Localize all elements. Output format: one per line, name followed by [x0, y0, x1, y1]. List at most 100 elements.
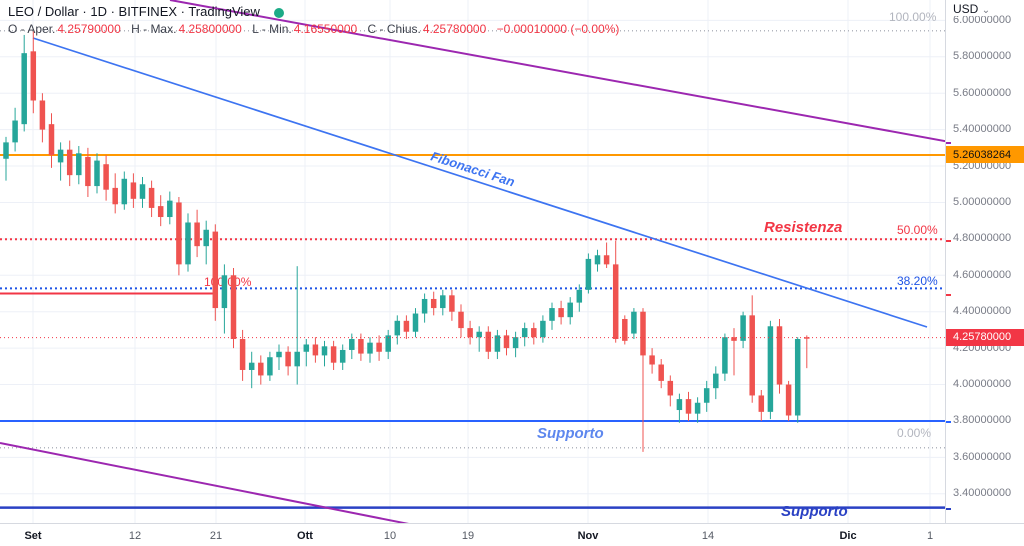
candle-body	[239, 339, 246, 370]
candle-body	[549, 308, 555, 321]
candle-body	[567, 302, 573, 318]
price-tick-label: 3.60000000	[953, 450, 1012, 463]
axis-edge-mark	[946, 508, 951, 510]
candle-body	[258, 362, 264, 376]
candle-body	[57, 149, 64, 163]
candlestick-chart[interactable]	[0, 0, 945, 523]
candle-body	[39, 100, 46, 130]
price-tick-label: 5.00000000	[953, 195, 1012, 208]
candle-body	[403, 320, 410, 332]
close-value: 4.25780000	[422, 22, 487, 36]
candle-body	[794, 339, 801, 416]
chart-canvas[interactable]: Resistenza Supporto Supporto Fibonacci Fan 5…	[0, 0, 945, 523]
candle-body	[376, 342, 382, 352]
axis-edge-mark	[946, 421, 951, 423]
annotation-0-00-: 0.00%	[897, 426, 932, 440]
symbol-title-text: LEO / Dollar · 1D · BITFINEX · TradingVi…	[8, 4, 260, 19]
candle-body	[30, 51, 37, 101]
candle-body	[48, 124, 55, 156]
axis-edge-mark	[946, 294, 951, 296]
candle-body	[449, 295, 455, 312]
price-tick-label: 5.60000000	[953, 86, 1012, 99]
candle-body	[394, 320, 401, 336]
low-value: 4.16550000	[293, 22, 358, 36]
time-tick-label: 19	[461, 530, 475, 542]
high-label: H - Max.	[131, 22, 177, 36]
candle-body	[276, 351, 282, 358]
purple-trend-lower	[0, 442, 409, 523]
annotation-100-00-: 100.00%	[889, 10, 937, 24]
candle-body	[212, 231, 219, 309]
candle-body	[776, 326, 783, 385]
candle-body	[412, 313, 419, 332]
candle-body	[612, 264, 619, 340]
candle-body	[285, 351, 291, 367]
candle-body	[649, 355, 655, 365]
candle-body	[503, 335, 510, 349]
candle-body	[749, 315, 755, 396]
currency-selector[interactable]: USD ⌄	[953, 2, 995, 16]
candle-body	[421, 298, 428, 314]
price-tick-label: 3.40000000	[953, 487, 1012, 500]
candle-body	[221, 275, 228, 309]
candle-body	[622, 318, 628, 341]
annotation-supporto[interactable]: Supporto	[781, 503, 848, 520]
candle-body	[21, 53, 27, 125]
candle-body	[740, 315, 746, 341]
ohlc-legend: O - Aper. 4.25790000 H - Max. 4.25800000 L…	[8, 22, 626, 36]
candle-body	[458, 311, 464, 329]
candle-body	[758, 395, 765, 412]
candle-body	[367, 342, 373, 354]
price-badge: 5.26038264	[946, 146, 1024, 164]
price-axis[interactable]: USD ⌄ 6.00000000 5.80000000 5.60000000 5.40…	[945, 0, 1024, 523]
price-badge: 4.25780000	[946, 328, 1024, 346]
candle-body	[148, 187, 155, 208]
time-tick-label: 21	[209, 530, 223, 542]
time-tick-label: Ott	[297, 530, 313, 542]
annotation-resistenza[interactable]: Resistenza	[764, 219, 843, 236]
symbol-title[interactable]: LEO / Dollar · 1D · BITFINEX · TradingVi…	[8, 4, 284, 19]
candle-body	[804, 337, 810, 339]
candle-body	[139, 184, 146, 199]
annotation-supporto[interactable]: Supporto	[537, 425, 604, 442]
candle-body	[194, 222, 200, 247]
candle-body	[76, 153, 82, 176]
candle-body	[203, 229, 209, 247]
candle-body	[130, 182, 137, 199]
open-value: 4.25790000	[57, 22, 121, 36]
candle-body	[540, 320, 546, 338]
annotation-38-20-: 38.20%	[897, 274, 938, 288]
candle-body	[703, 388, 710, 403]
candle-body	[640, 311, 646, 356]
open-label: O - Aper.	[8, 22, 56, 36]
chevron-down-icon: ⌄	[981, 5, 991, 16]
candle-body	[512, 337, 519, 349]
candle-body	[267, 357, 273, 376]
candle-body	[330, 346, 337, 363]
candle-body	[521, 328, 528, 338]
candle-body	[294, 351, 300, 367]
candle-body	[303, 344, 310, 352]
purple-trend-upper	[169, 0, 945, 143]
candle-body	[358, 339, 364, 354]
time-tick-label: 12	[128, 530, 142, 542]
candle-body	[603, 255, 610, 265]
currency-label: USD	[953, 2, 979, 16]
price-tick-label: 5.40000000	[953, 123, 1012, 136]
candle-body	[685, 399, 692, 414]
time-axis[interactable]: Set 12 21 Ott 10 19 Nov 14 Dic 1	[0, 523, 1024, 546]
time-tick-label: 1	[926, 530, 934, 542]
candle-body	[467, 328, 473, 338]
candle-body	[321, 346, 328, 356]
candle-body	[531, 328, 537, 338]
candle-body	[585, 258, 592, 290]
candle-body	[3, 142, 9, 159]
candle-body	[112, 187, 118, 205]
price-tick-label: 4.60000000	[953, 268, 1012, 281]
change-value: −0.00010000 (−0.00%)	[496, 22, 620, 36]
market-status-icon[interactable]	[273, 7, 284, 18]
candle-body	[248, 362, 255, 370]
candle-body	[713, 373, 719, 389]
candle-body	[176, 202, 182, 265]
